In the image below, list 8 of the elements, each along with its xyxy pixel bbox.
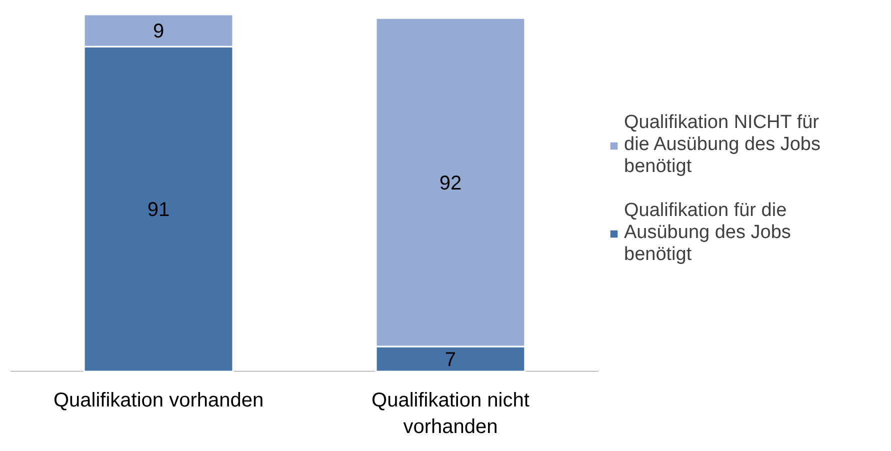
data-label: 91: [147, 199, 170, 222]
legend-label: Qualifikation NICHT für die Ausübung des Jobs benötigt: [624, 112, 822, 178]
data-label: 9: [152, 20, 164, 43]
data-label: 92: [439, 172, 462, 194]
x-tick-label: Qualifikation vorhanden: [53, 390, 264, 412]
legend-label: Qualifikation für die Ausübung des Jobs benötigt: [624, 200, 792, 266]
data-label: 7: [444, 349, 456, 372]
x-tick-label: Qualifikation nicht vorhanden: [372, 390, 530, 438]
